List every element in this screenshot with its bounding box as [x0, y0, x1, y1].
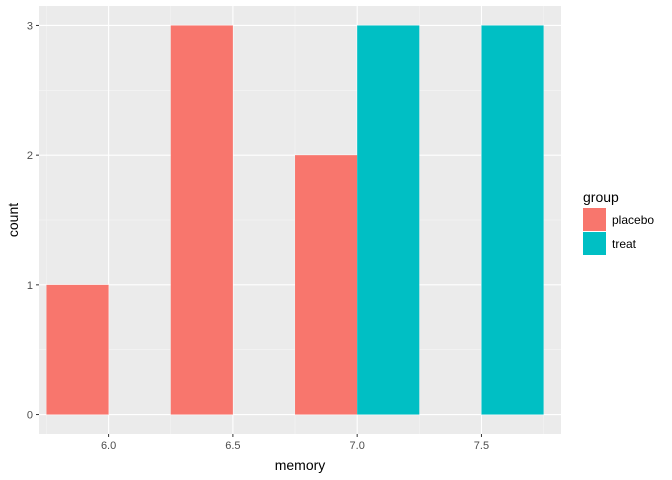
- bar-treat: [481, 25, 544, 415]
- legend-key-placebo: [583, 208, 606, 231]
- legend: group placebo treat: [583, 189, 654, 255]
- legend-label-placebo: placebo: [612, 213, 654, 227]
- x-tick-label: 7.0: [350, 440, 365, 452]
- y-tick-label: 3: [27, 20, 33, 32]
- bar-placebo: [295, 155, 358, 415]
- y-tick-label: 2: [27, 150, 33, 162]
- x-tick-label: 6.0: [101, 440, 116, 452]
- x-axis: 6.0 6.5 7.0 7.5: [101, 434, 489, 452]
- y-axis: 0 1 2 3: [27, 20, 39, 422]
- bar-placebo: [46, 284, 109, 415]
- y-axis-title: count: [5, 203, 21, 237]
- bar-placebo: [170, 25, 233, 415]
- legend-title: group: [583, 189, 619, 205]
- bars: [46, 25, 544, 415]
- legend-label-treat: treat: [612, 237, 637, 251]
- x-tick-label: 6.5: [225, 440, 240, 452]
- bar-treat: [357, 25, 420, 415]
- y-tick-label: 0: [27, 410, 33, 422]
- x-axis-title: memory: [275, 457, 326, 473]
- y-tick-label: 1: [27, 280, 33, 292]
- x-tick-label: 7.5: [474, 440, 489, 452]
- legend-key-treat: [583, 232, 606, 255]
